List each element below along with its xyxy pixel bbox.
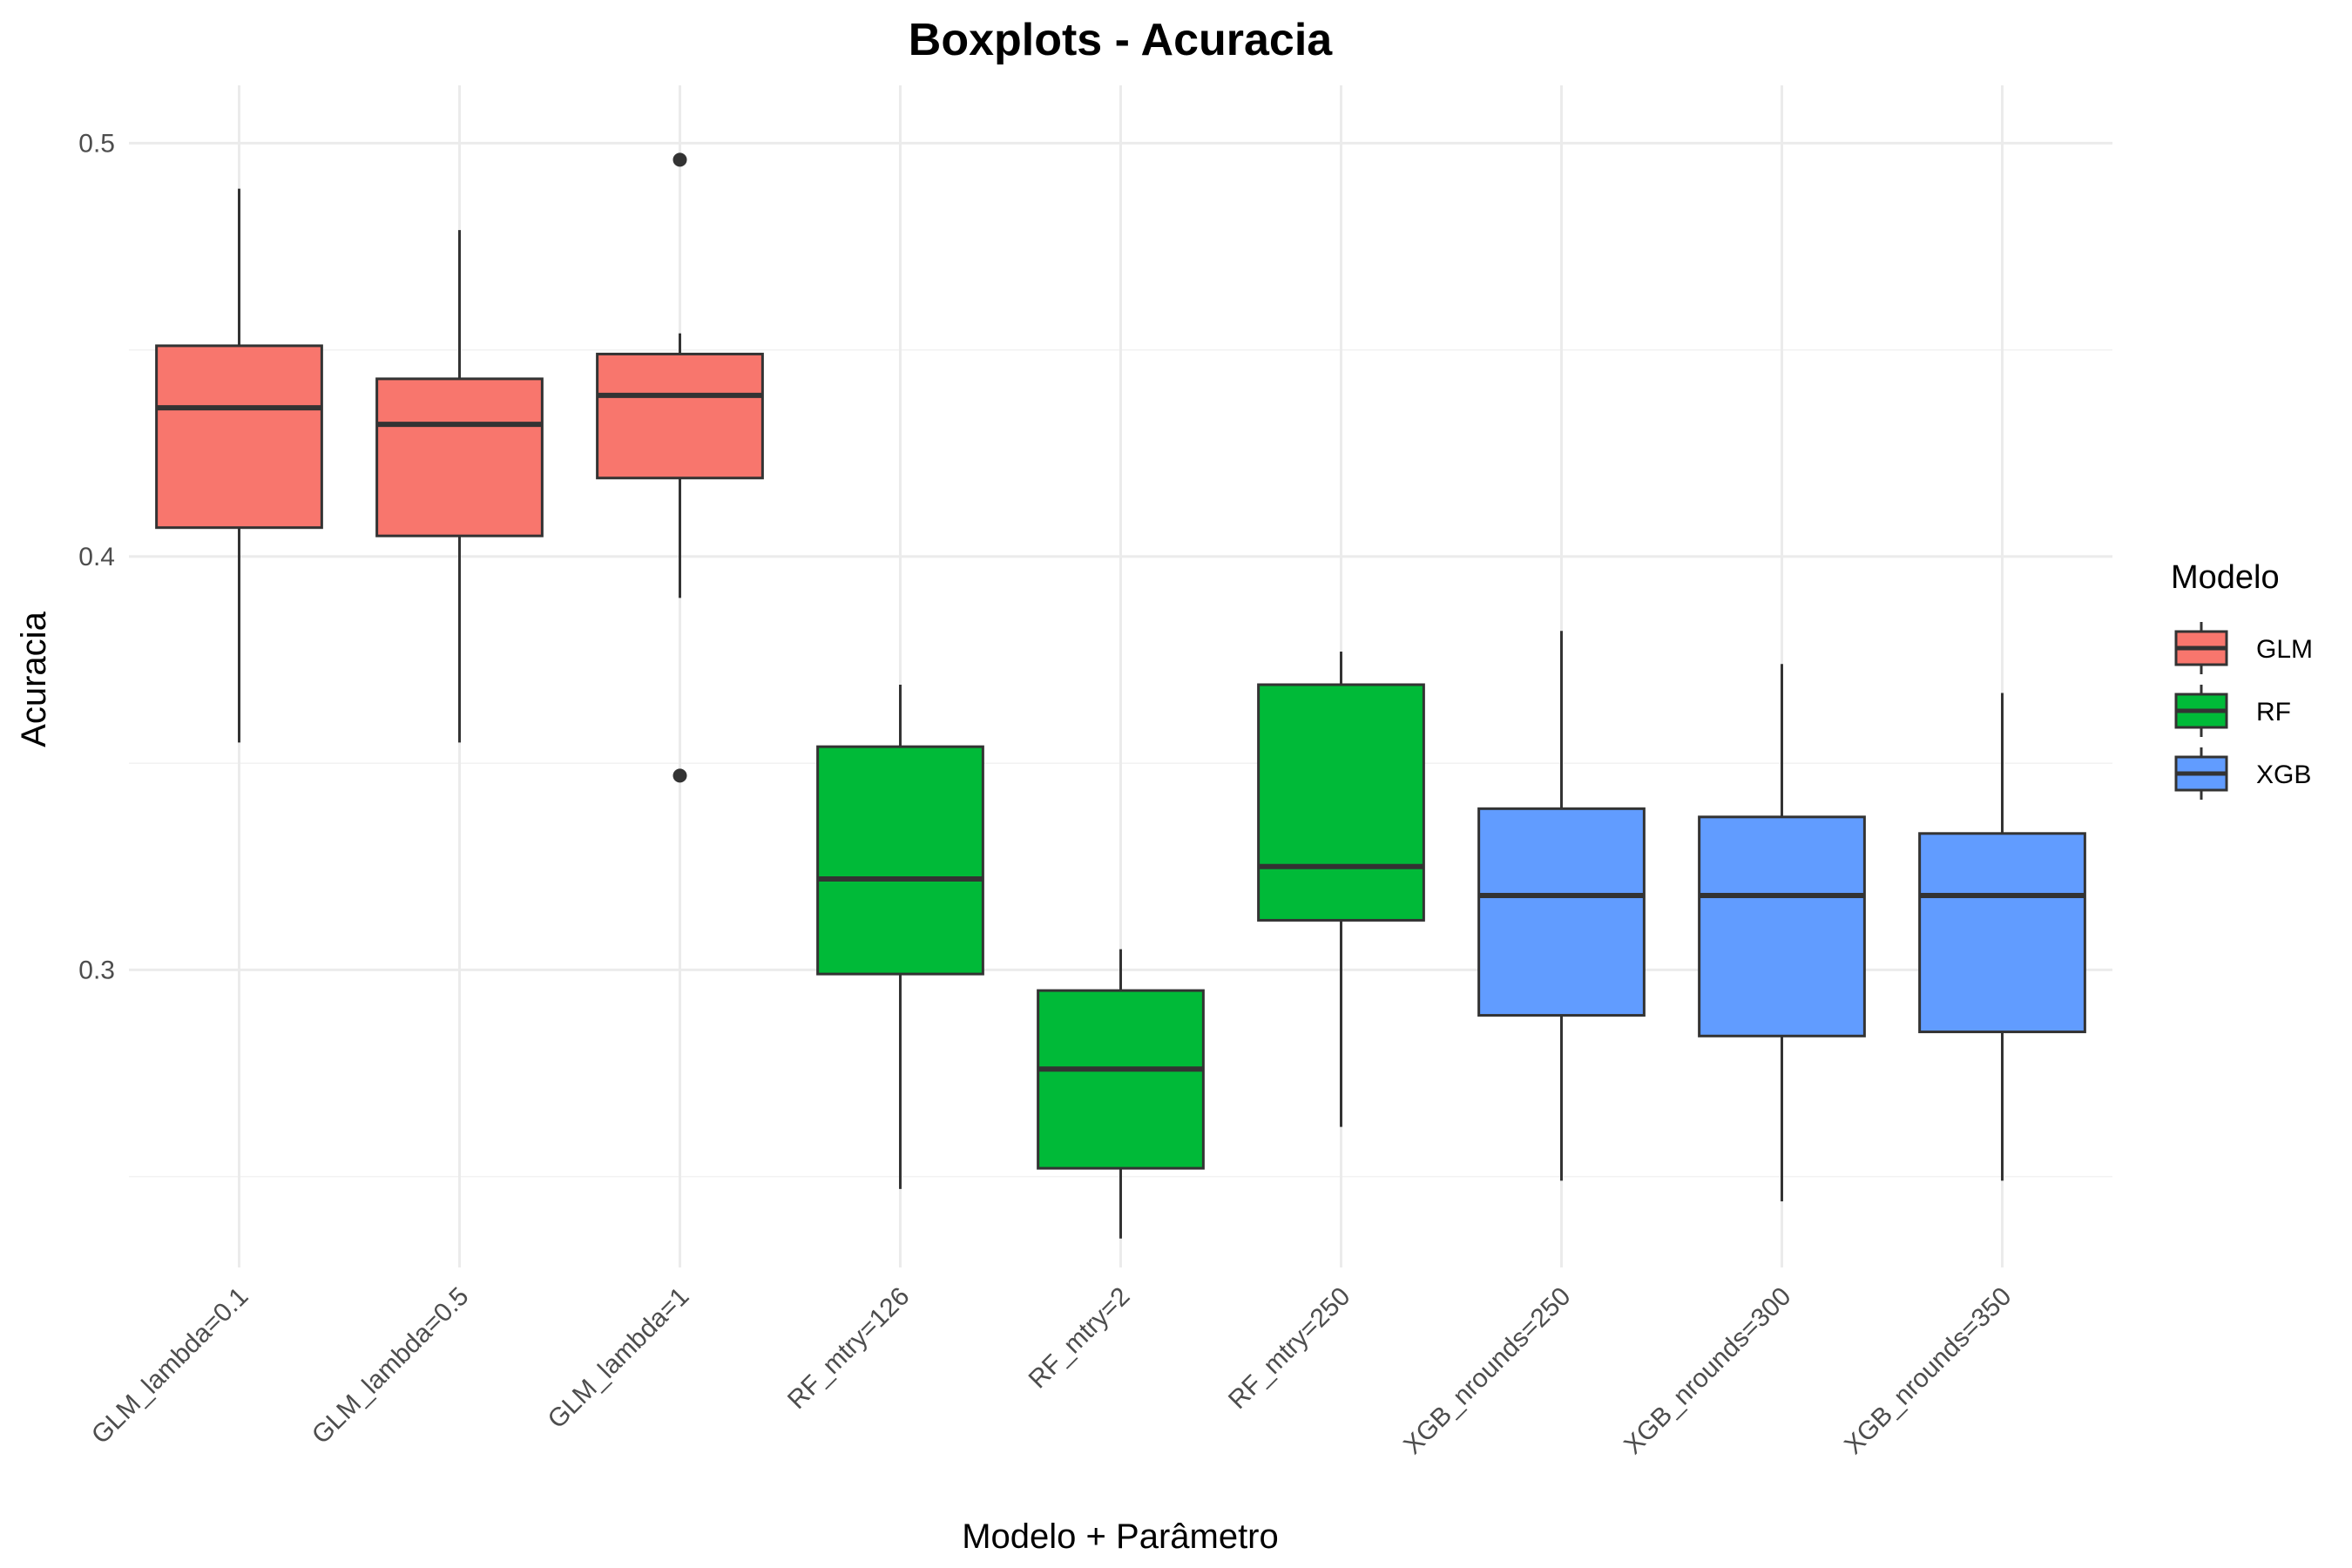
y-axis-ticks: 0.3 0.4 0.5 bbox=[78, 129, 115, 984]
y-tick-label: 0.3 bbox=[78, 956, 115, 984]
legend-label: XGB bbox=[2256, 760, 2311, 789]
box-XGB_nrounds=350 bbox=[1918, 693, 2086, 1181]
chart-title: Boxplots - Acuracia bbox=[909, 15, 1333, 65]
box-GLM_lambda=0.1 bbox=[155, 188, 323, 743]
box-RF_mtry=2 bbox=[1037, 949, 1205, 1239]
boxes bbox=[155, 152, 2086, 1239]
legend-item-GLM: GLM bbox=[2174, 622, 2313, 674]
iqr-box bbox=[1037, 989, 1205, 1170]
y-tick-label: 0.4 bbox=[78, 543, 115, 571]
x-tick-label: XGB_nrounds=350 bbox=[1839, 1282, 2017, 1460]
box-GLM_lambda=0.5 bbox=[375, 230, 544, 743]
iqr-box bbox=[155, 344, 323, 530]
outlier-point bbox=[672, 768, 687, 783]
iqr-box bbox=[596, 352, 764, 480]
box-RF_mtry=126 bbox=[816, 684, 984, 1189]
iqr-box bbox=[1698, 815, 1866, 1037]
iqr-box bbox=[1477, 807, 1646, 1017]
legend-label: RF bbox=[2256, 698, 2291, 727]
iqr-box bbox=[1918, 832, 2086, 1034]
x-axis-ticks: GLM_lambda=0.1 GLM_lambda=0.5 GLM_lambda=1… bbox=[86, 1282, 2017, 1460]
box-XGB_nrounds=250 bbox=[1477, 631, 1646, 1181]
x-tick-label: GLM_lambda=0.5 bbox=[307, 1282, 475, 1450]
x-tick-label: XGB_nrounds=300 bbox=[1619, 1282, 1796, 1460]
box-XGB_nrounds=300 bbox=[1698, 664, 1866, 1202]
x-tick-label: GLM_lambda=1 bbox=[543, 1282, 695, 1435]
legend-item-RF: RF bbox=[2174, 685, 2291, 737]
box-RF_mtry=250 bbox=[1257, 652, 1425, 1127]
iqr-box bbox=[1257, 683, 1425, 922]
x-tick-label: GLM_lambda=0.1 bbox=[86, 1282, 254, 1450]
y-axis-title: Acuracia bbox=[15, 611, 53, 747]
x-tick-label: RF_mtry=2 bbox=[1024, 1282, 1136, 1395]
iqr-box bbox=[816, 745, 984, 976]
x-tick-label: RF_mtry=250 bbox=[1223, 1282, 1355, 1415]
legend-item-XGB: XGB bbox=[2174, 747, 2311, 800]
x-axis-title: Modelo + Parâmetro bbox=[962, 1517, 1279, 1556]
box-GLM_lambda=1 bbox=[596, 152, 764, 783]
y-tick-label: 0.5 bbox=[78, 129, 115, 158]
x-tick-label: RF_mtry=126 bbox=[782, 1282, 915, 1415]
x-tick-label: XGB_nrounds=250 bbox=[1398, 1282, 1576, 1460]
legend-label: GLM bbox=[2256, 635, 2313, 664]
legend: Modelo GLM RF XGB bbox=[2171, 559, 2313, 800]
legend-title: Modelo bbox=[2171, 559, 2280, 596]
outlier-point bbox=[672, 152, 687, 167]
iqr-box bbox=[375, 377, 544, 537]
